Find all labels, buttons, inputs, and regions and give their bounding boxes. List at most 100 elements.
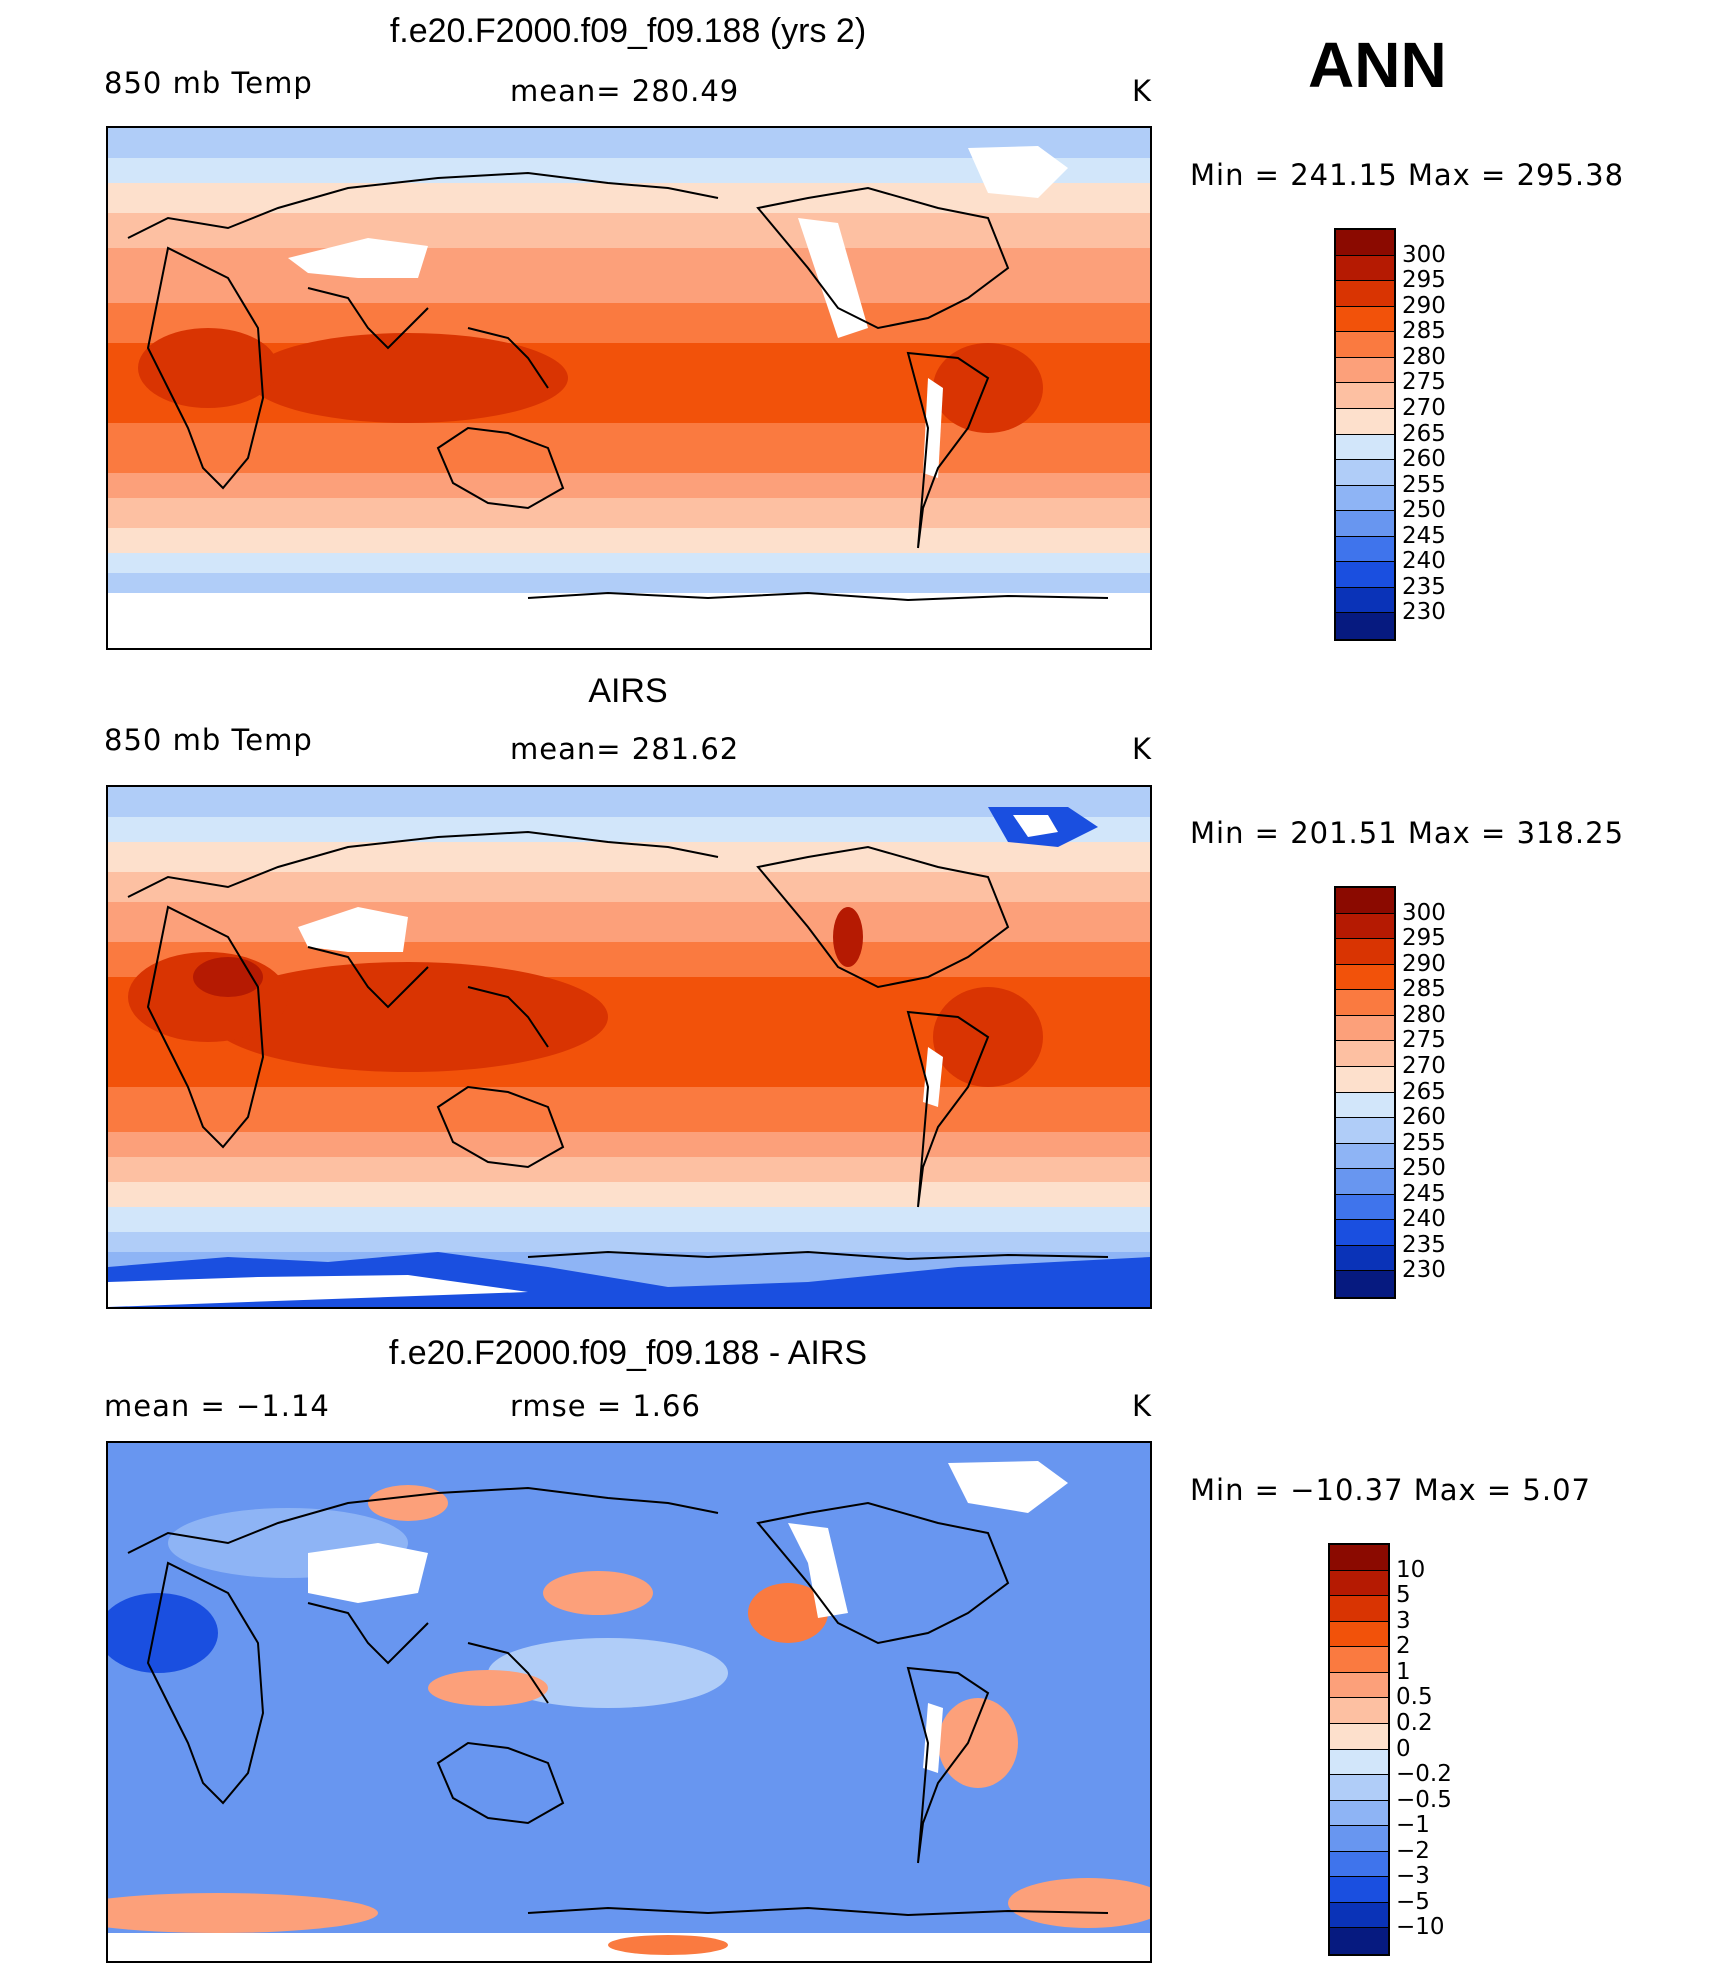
panel-2-map-svg [108, 787, 1150, 1307]
colorbar-swatch [1336, 357, 1394, 384]
colorbar-tick-label: 270 [1402, 394, 1446, 421]
panel-1-units: K [1132, 74, 1153, 108]
colorbar-swatch [1330, 1877, 1388, 1903]
colorbar-swatch [1330, 1723, 1388, 1750]
band-polar-n [108, 787, 1150, 817]
panel-3-map [106, 1441, 1152, 1963]
colorbar-swatch [1336, 485, 1394, 512]
mask-greenland [968, 146, 1068, 198]
warm-pool [208, 962, 608, 1072]
mask-andes [923, 378, 943, 478]
band [108, 942, 1150, 977]
colorbar-tick-label: 265 [1402, 1078, 1446, 1105]
warm-bias-southern-ocean [1008, 1878, 1150, 1928]
coastlines [127, 1486, 1109, 1917]
warm-bias-samerica [938, 1698, 1018, 1788]
colorbar-swatch [1330, 1570, 1388, 1597]
panel-3-min-max: Min = −10.37 Max = 5.07 [1190, 1473, 1591, 1507]
colorbar-tick-label: 230 [1402, 599, 1446, 626]
colorbar-swatch [1336, 1015, 1394, 1042]
mask-tibet [298, 907, 408, 952]
colorbar-tick-label: −0.2 [1396, 1761, 1452, 1788]
colorbar-swatch [1336, 1194, 1394, 1221]
colorbar-swatch [1336, 1169, 1394, 1195]
band [108, 248, 1150, 303]
colorbar-swatch [1330, 1749, 1388, 1776]
panel-2-title: AIRS [588, 672, 668, 710]
panel-1-title: f.e20.F2000.f09_f09.188 (yrs 2) [389, 12, 867, 50]
colorbar-swatch [1330, 1647, 1388, 1673]
warm-bias-maritime [428, 1670, 548, 1706]
panel-1-map [106, 126, 1152, 650]
colorbar-swatch [1336, 562, 1394, 588]
warm-bias-southern-ocean [108, 1893, 378, 1933]
band [108, 1182, 1150, 1207]
band-antarctica [108, 593, 1150, 648]
colorbar-tick-label: 245 [1402, 522, 1446, 549]
colorbar-tick-label: 3 [1396, 1607, 1411, 1634]
colorbar-swatch [1336, 1143, 1394, 1170]
colorbar-tick-label: 5 [1396, 1582, 1411, 1609]
band [108, 817, 1150, 842]
colorbar-swatch [1336, 255, 1394, 282]
colorbar-swatch [1336, 230, 1394, 256]
colorbar-tick-label: 0.5 [1396, 1684, 1433, 1711]
colorbar-tick-label: 300 [1402, 899, 1446, 926]
warm-bias-epacific [748, 1583, 828, 1643]
colorbar-tick-label: −1 [1396, 1812, 1430, 1839]
mask-rockies [788, 1523, 848, 1618]
colorbar-swatch [1330, 1775, 1388, 1801]
panel-1-map-svg [108, 128, 1150, 648]
colorbar-tick-label: 295 [1402, 925, 1446, 952]
colorbar-tick-label: 230 [1402, 1257, 1446, 1284]
colorbar-swatch [1330, 1851, 1388, 1878]
band [108, 1207, 1150, 1232]
band [108, 1132, 1150, 1157]
colorbar-swatch [1336, 587, 1394, 614]
warm-south-america [933, 343, 1043, 433]
colorbar-tick-label: 300 [1402, 241, 1446, 268]
colorbar-swatch [1336, 913, 1394, 940]
colorbar-tick-label: −3 [1396, 1863, 1430, 1890]
colorbar-swatch [1336, 613, 1394, 639]
colorbar-swatch [1336, 434, 1394, 461]
colorbar-tick-label: 240 [1402, 1206, 1446, 1233]
colorbar-tick-label: 280 [1402, 343, 1446, 370]
colorbar-swatch [1336, 1092, 1394, 1119]
colorbar-swatch [1336, 1271, 1394, 1297]
colorbar-swatch [1330, 1698, 1388, 1724]
colorbar-tick-label: −10 [1396, 1914, 1445, 1941]
panel-2-variable-label: 850 mb Temp [104, 723, 313, 757]
colorbar-swatch [1330, 1545, 1388, 1571]
colorbar-swatch [1336, 1118, 1394, 1144]
panel-1-colorbar [1334, 228, 1396, 641]
panel-1-variable-label: 850 mb Temp [104, 66, 313, 100]
panel-3-rmse-label: rmse = 1.66 [510, 1389, 701, 1423]
colorbar-swatch [1336, 1066, 1394, 1093]
panel-1-min-max: Min = 241.15 Max = 295.38 [1190, 158, 1625, 192]
colorbar-tick-label: 250 [1402, 1155, 1446, 1182]
colorbar-tick-label: −5 [1396, 1888, 1430, 1915]
band [108, 473, 1150, 498]
colorbar-swatch [1336, 1041, 1394, 1067]
panel-2-colorbar [1334, 886, 1396, 1299]
band [108, 872, 1150, 902]
panel-3-map-svg [108, 1443, 1150, 1961]
colorbar-swatch [1330, 1800, 1388, 1827]
warm-bias-antarctic [608, 1935, 728, 1955]
colorbar-swatch [1330, 1826, 1388, 1852]
colorbar-swatch [1336, 306, 1394, 333]
colorbar-swatch [1330, 1902, 1388, 1929]
colorbar-swatch [1336, 1245, 1394, 1272]
colorbar-tick-label: 260 [1402, 1104, 1446, 1131]
colorbar-tick-label: 0 [1396, 1735, 1411, 1762]
panel-2-units: K [1132, 732, 1153, 766]
panel-2-map [106, 785, 1152, 1309]
warm-africa [138, 328, 278, 408]
colorbar-tick-label: 240 [1402, 548, 1446, 575]
band [108, 573, 1150, 593]
colorbar-tick-label: 1 [1396, 1658, 1411, 1685]
colorbar-tick-label: 245 [1402, 1180, 1446, 1207]
colorbar-tick-label: 255 [1402, 1129, 1446, 1156]
panel-2-min-max: Min = 201.51 Max = 318.25 [1190, 816, 1625, 850]
